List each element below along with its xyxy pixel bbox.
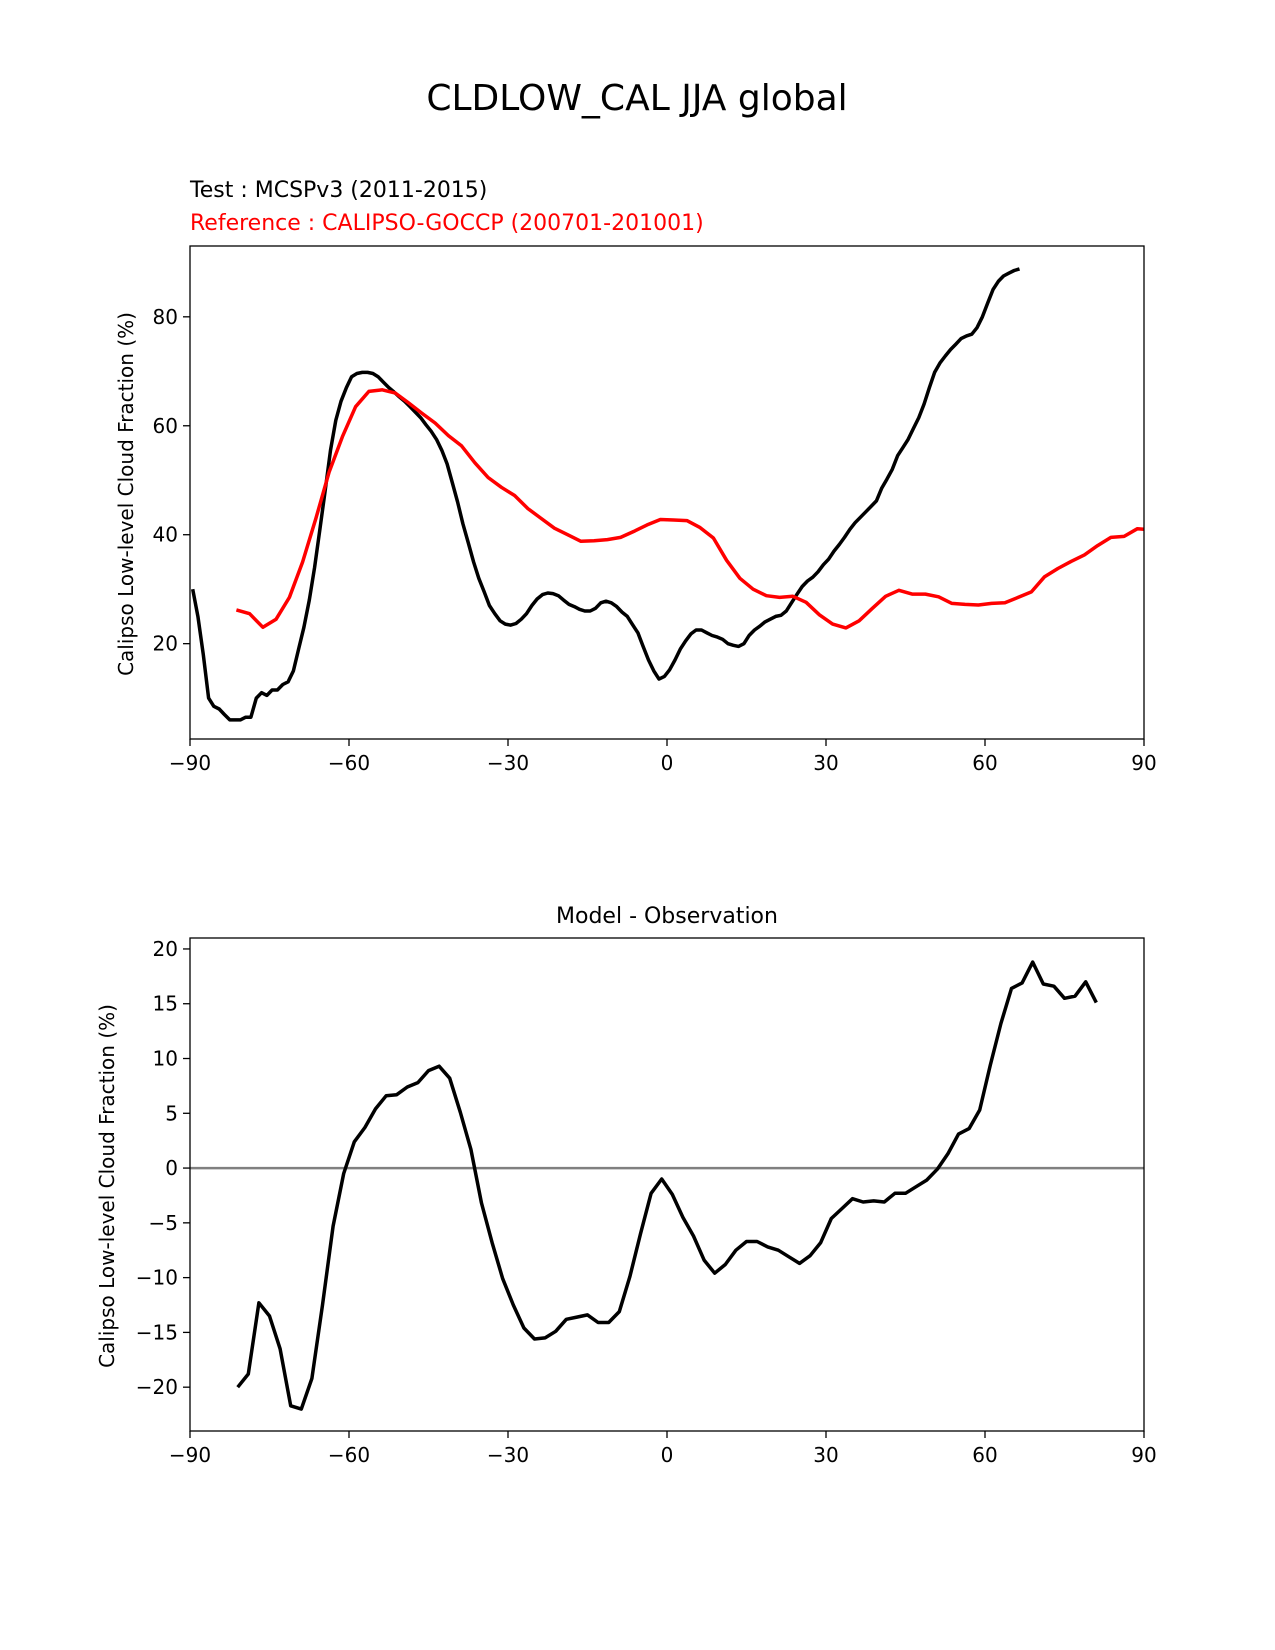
bottom-x-tick-label: −90: [169, 1443, 211, 1467]
top-x-tick-label: 0: [661, 751, 674, 775]
top-plot-area: −90 −60 −30 0 30 60 90 20 40 60 80: [153, 267, 1157, 775]
bottom-y-tick-label: 15: [153, 992, 178, 1016]
bottom-y-tick-label: −5: [149, 1211, 178, 1235]
bottom-y-axis-label: Calipso Low-level Cloud Fraction (%): [95, 1004, 119, 1368]
bottom-y-tick-label: 5: [165, 1101, 178, 1125]
top-y-axis-label: Calipso Low-level Cloud Fraction (%): [114, 312, 138, 676]
top-x-tick-label: −30: [487, 751, 529, 775]
top-y-tick-label: 40: [153, 523, 178, 547]
top-reference-line: [235, 388, 1144, 630]
top-x-tick-label: −60: [328, 751, 370, 775]
figure-title: CLDLOW_CAL JJA global: [426, 78, 847, 119]
bottom-y-tick-label: 20: [153, 937, 178, 961]
top-axes-frame: [189, 245, 1145, 740]
bottom-x-tick-label: −30: [487, 1443, 529, 1467]
bottom-y-tick-label: −20: [136, 1375, 178, 1399]
top-y-tick-label: 80: [153, 305, 178, 329]
top-x-tick-label: 30: [813, 751, 838, 775]
top-y-tick-label: 60: [153, 414, 178, 438]
bottom-y-tick-label: 0: [165, 1156, 178, 1180]
top-test-line: [190, 267, 1021, 722]
top-x-tick-label: −90: [169, 751, 211, 775]
bottom-y-tick-label: −15: [136, 1320, 178, 1344]
top-y-tick-label: 20: [153, 632, 178, 656]
top-x-tick-label: 90: [1131, 751, 1156, 775]
test-subtitle: Test : MCSPv3 (2011-2015): [189, 178, 487, 203]
bottom-chart-title: Model - Observation: [556, 904, 778, 929]
bottom-axes-frame: [189, 937, 1145, 1432]
bottom-y-tick-label: −10: [136, 1266, 178, 1290]
bottom-test-line: [236, 960, 1098, 1411]
reference-subtitle: Reference : CALIPSO-GOCCP (200701-201001…: [190, 211, 704, 236]
bottom-y-tick-label: 10: [153, 1047, 178, 1071]
top-x-tick-label: 60: [972, 751, 997, 775]
bottom-plot-area: −90 −60 −30 0 30 60 90 −20 −15 −10 −5 0 5 10 15 20: [136, 937, 1157, 1467]
bottom-x-tick-label: 60: [972, 1443, 997, 1467]
bottom-x-tick-label: 0: [661, 1443, 674, 1467]
panel-top-chart: Test : MCSPv3 (2011-2015) Reference : CA…: [114, 178, 1157, 775]
bottom-x-tick-label: 90: [1131, 1443, 1156, 1467]
panel-bottom-chart: Model - Observation Calipso Low-level Cl…: [95, 904, 1157, 1467]
bottom-x-tick-label: −60: [328, 1443, 370, 1467]
bottom-x-tick-label: 30: [813, 1443, 838, 1467]
